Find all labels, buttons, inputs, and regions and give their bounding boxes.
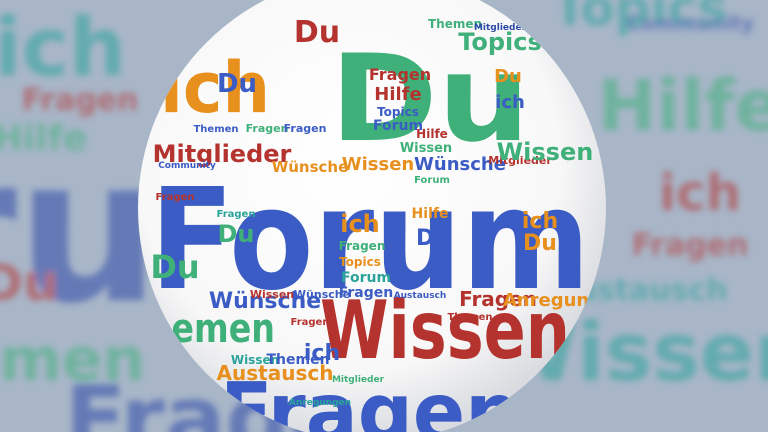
word: Fragen [459,287,537,311]
word: Fragen [339,285,394,301]
word: ich [495,92,525,113]
word: Du [150,248,199,286]
word: Fragen [291,317,330,328]
word: ich [304,341,340,366]
word: Topics [339,255,381,269]
word: Wissen [342,154,414,175]
word: Du [330,30,530,169]
word: Anregungen [503,290,627,311]
word: Du [217,220,254,248]
word: Hilfe [416,127,448,141]
word: Wissen [320,284,570,377]
word: Mitglieder [474,23,527,33]
word: Topics [377,105,419,119]
sphere [138,0,606,432]
word: ich [659,164,741,222]
word: Topics [553,0,727,37]
word: Community [158,161,216,171]
word: Austausch [394,291,447,301]
word: Wissen [400,141,452,156]
word: Fragen [339,239,386,253]
word: Du [494,66,522,87]
word: Fragen [632,228,749,263]
word: Anregungen [289,398,351,408]
word: Fragen [156,192,195,203]
word: Du [523,231,557,256]
word: Fragen [22,83,139,118]
word: Mitglieder [488,154,552,167]
word: ich [0,1,126,94]
word: Themen [193,124,238,135]
word: ich [340,210,380,238]
word: Fragen [246,122,289,135]
word: Mitglieder [153,140,292,168]
word: Forum [150,159,590,322]
word: Wissen [231,353,279,367]
word: Forum [341,270,391,286]
word: ich [522,209,558,234]
word: Themen [266,352,329,368]
word: Wünsche [209,289,321,314]
word: Forum [414,175,450,186]
word: Wünsche [272,158,349,176]
word: Du [294,15,340,50]
word: Du [416,226,450,251]
word: Du [217,69,257,99]
word: Themen [428,17,482,31]
word: Wünsche [294,288,350,301]
word: Hilfe [598,65,768,147]
word: Themen [447,312,492,323]
word: Community [626,11,754,35]
word: Forum [373,118,423,134]
sphere-words: ForumDuWissenFragenichThemenMitgliederWü… [138,15,627,432]
word: Wissen [250,288,294,301]
word: Hilfe [374,84,421,105]
word: Themen [0,325,145,395]
word: Fragen [284,122,327,135]
word: Hilfe [0,118,87,159]
word: Wissen [497,138,594,166]
word: Fragen [217,209,256,220]
word: Austausch [217,361,334,385]
word: Hilfe [412,206,449,222]
word: Du [0,254,59,312]
word: Mitglieder [332,375,385,385]
word: Wünsche [414,154,506,175]
word: Fragen [369,65,431,84]
